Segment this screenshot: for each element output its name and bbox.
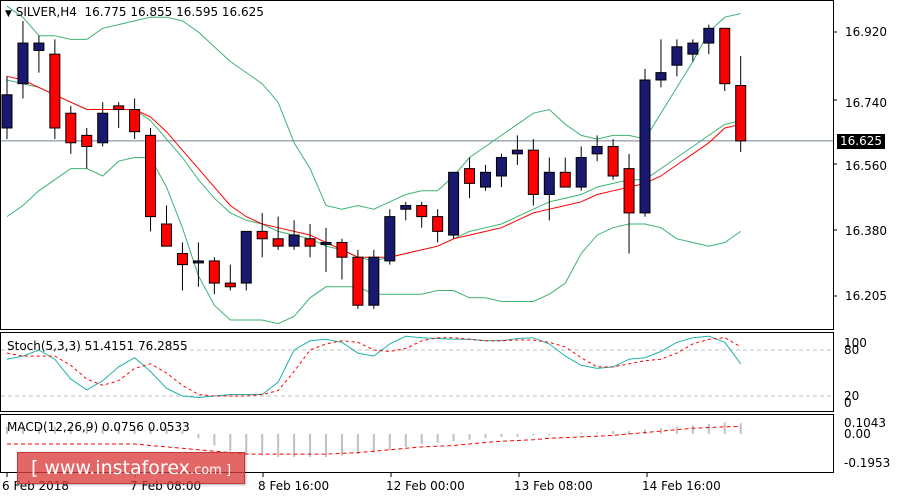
candle: [113, 102, 125, 128]
current-price-tag: 16.625: [837, 134, 885, 149]
candle: [591, 135, 603, 162]
candle: [336, 238, 348, 280]
candle: [33, 35, 45, 73]
candle: [671, 39, 683, 77]
candle: [432, 209, 444, 243]
candle: [527, 139, 539, 206]
main-price-panel: [0, 0, 834, 330]
candle: [65, 105, 77, 154]
candle: [81, 128, 93, 169]
candle: [511, 135, 523, 165]
time-tick-4: 12 Feb 00:00: [386, 479, 465, 493]
candle: [607, 139, 619, 180]
candle: [272, 216, 284, 250]
candle: [464, 157, 476, 199]
candle: [703, 24, 715, 55]
time-tick-5: 13 Feb 08:00: [514, 479, 593, 493]
stoch-tick-20: 20: [844, 389, 860, 403]
candle: [448, 171, 460, 239]
candle: [639, 68, 651, 217]
stoch-series-layer: [1, 335, 833, 399]
macd-signal-line: [7, 425, 741, 455]
candle: [129, 98, 141, 140]
candle: [1, 76, 13, 140]
candle: [49, 39, 61, 140]
candle: [304, 224, 316, 258]
stoch-main-line: [6, 335, 742, 399]
candle: [208, 257, 220, 295]
price-tick-5: 16.205: [845, 289, 887, 303]
candle: [256, 212, 268, 258]
macd-label: MACD(12,26,9) 0.0756 0.0533: [7, 420, 190, 434]
price-tick-1: 16.920: [845, 25, 887, 39]
candle: [655, 39, 667, 88]
axis-ticks-layer: [6, 31, 837, 477]
macd-series-layer: [6, 422, 742, 457]
candle: [17, 20, 29, 99]
candle: [687, 39, 699, 62]
macd-tick-top: 0.1043: [844, 416, 886, 430]
candle: [416, 201, 428, 228]
symbol-label: SILVER,H4: [15, 5, 77, 19]
collapse-triangle-icon[interactable]: ▼: [5, 9, 12, 19]
candle: [543, 157, 555, 221]
price-series-layer: [1, 5, 833, 325]
candle: [145, 128, 157, 232]
macd-tick-bottom: -0.1953: [844, 456, 891, 470]
candle: [97, 102, 109, 147]
candle: [400, 201, 412, 221]
price-tick-2: 16.740: [845, 96, 887, 110]
stoch-label: Stoch(5,3,3) 51.4151 76.2855: [7, 339, 188, 353]
watermark-suffix: .com ]: [189, 463, 232, 478]
candle: [288, 220, 300, 250]
candle: [240, 230, 252, 291]
stoch-tick-0: 0: [844, 396, 852, 410]
candle: [320, 227, 332, 272]
candle: [176, 242, 188, 291]
candle: [735, 56, 747, 152]
candle: [575, 146, 587, 191]
candle: [559, 157, 571, 188]
candle: [352, 249, 364, 309]
stoch-tick-80: 80: [844, 343, 860, 357]
stoch-tick-100: 100: [844, 336, 867, 350]
candle: [368, 249, 380, 309]
candle: [224, 264, 236, 291]
candle: [192, 242, 204, 287]
candle: [495, 153, 507, 188]
candle: [623, 153, 635, 254]
time-tick-6: 14 Feb 16:00: [642, 479, 721, 493]
macd-tick-zero: 0.00: [844, 427, 871, 441]
chart-title: ▼ SILVER,H4 16.775 16.855 16.595 16.625: [5, 5, 264, 19]
bollinger-upper-line: [6, 5, 741, 210]
watermark-text: [ www.instaforex: [30, 457, 190, 479]
candle: [161, 205, 172, 247]
instaforex-watermark[interactable]: [ www.instaforex.com ]: [17, 452, 245, 484]
candle: [719, 27, 731, 92]
candle: [480, 164, 491, 191]
price-tick-3: 16.560: [845, 159, 887, 173]
candle: [384, 209, 396, 265]
stoch-signal-line: [6, 337, 741, 397]
price-tick-4: 16.380: [845, 224, 887, 238]
time-tick-3: 8 Feb 16:00: [258, 479, 330, 493]
ohlc-values: 16.775 16.855 16.595 16.625: [84, 5, 264, 19]
stoch-panel: [0, 332, 834, 412]
